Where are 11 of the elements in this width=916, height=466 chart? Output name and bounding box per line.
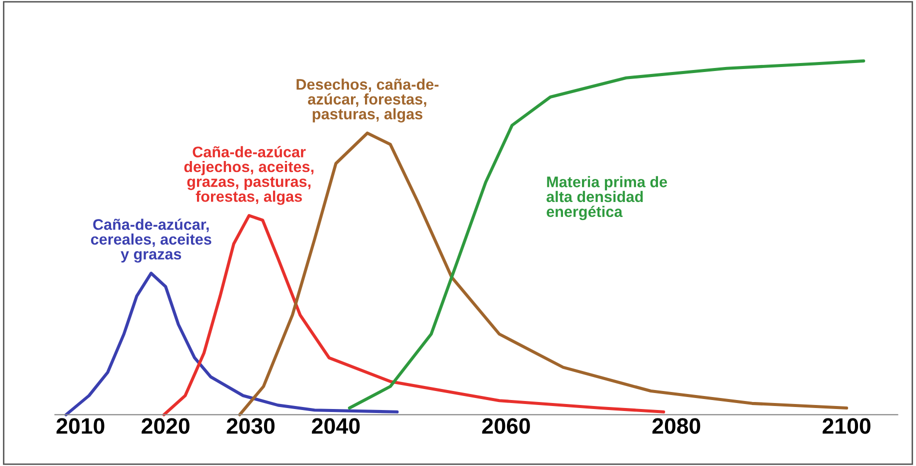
x-tick-label: 2060	[482, 418, 530, 434]
text: Caña-de-azúcar dejechos, aceites, grazas, pasturas, forestas, algas	[184, 146, 314, 205]
x-tick-label: 2030	[226, 418, 275, 434]
text: Caña-de-azúcar, cereales, aceites y grazas	[91, 218, 212, 263]
text: Materia prima de alta densidad energética	[546, 176, 668, 220]
text: Desechos, caña-de- azúcar, forestas, pasturas, algas	[296, 78, 439, 122]
x-tick-label: 2010	[56, 418, 104, 434]
x-tick-label: 2040	[312, 418, 360, 434]
x-tick-label: 2100	[822, 418, 870, 434]
x-tick-label: 2080	[652, 418, 700, 434]
x-tick-label: 2020	[142, 418, 190, 434]
